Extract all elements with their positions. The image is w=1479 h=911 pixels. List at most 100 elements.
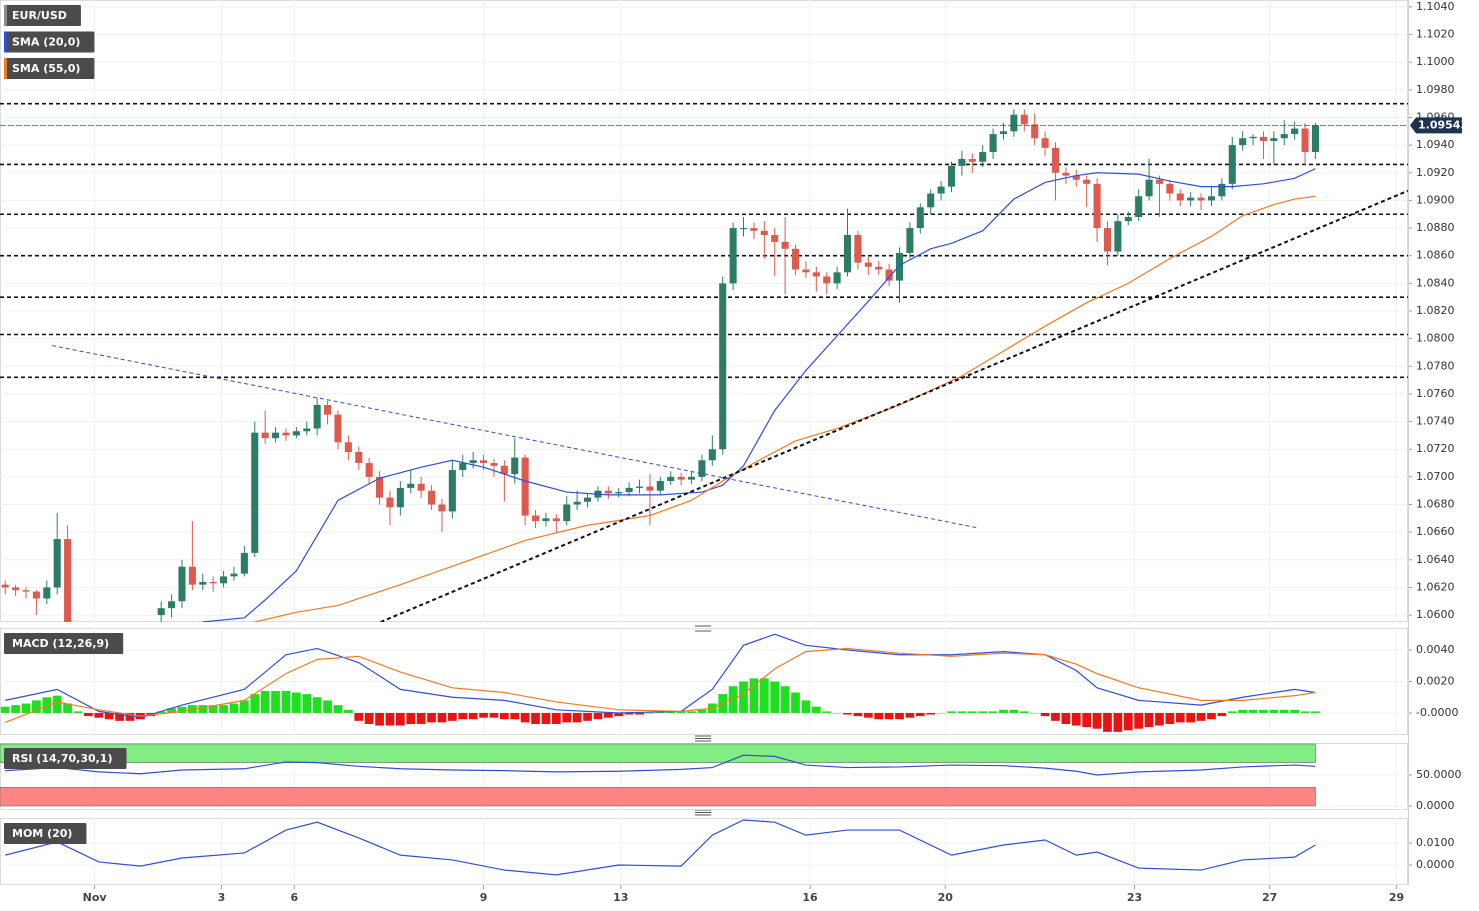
y-tick-label: 0.0100 [1416, 836, 1455, 849]
candle-body [812, 272, 820, 277]
candle-body [1072, 175, 1080, 180]
histogram-bar [687, 711, 696, 713]
price-tag [1410, 117, 1462, 134]
histogram-bar [801, 700, 811, 713]
y-tick-label: 1.0740 [1416, 415, 1455, 428]
histogram-bar [1269, 709, 1279, 713]
y-tick-label: 1.0760 [1416, 387, 1455, 400]
candle-body [1031, 124, 1039, 139]
candle-body [272, 432, 280, 439]
candle-body [677, 476, 685, 480]
y-tick-label: 1.1040 [1416, 0, 1455, 13]
candle-body [635, 486, 644, 488]
y-tick-label: 1.0840 [1416, 276, 1455, 289]
legend-swatch [4, 58, 7, 79]
candle-body [1311, 125, 1319, 153]
histogram-bar [936, 712, 946, 714]
histogram-bar [614, 712, 624, 717]
pane [0, 628, 1408, 735]
histogram-bar [1186, 712, 1196, 723]
histogram-bar [479, 712, 488, 718]
legend-box [4, 633, 124, 654]
candle-body [1259, 136, 1267, 141]
y-tick-label: 1.0600 [1416, 608, 1455, 621]
histogram-bar [1030, 712, 1040, 714]
histogram-bar [21, 703, 31, 713]
candle-body [407, 483, 415, 488]
histogram-bar [354, 712, 364, 721]
histogram-bar [967, 711, 977, 713]
candle-body [240, 552, 248, 574]
candle-body [365, 463, 373, 477]
y-tick-label: 1.0620 [1416, 580, 1455, 593]
candle-body [1083, 179, 1091, 184]
histogram-bar [822, 711, 832, 713]
candle-body [292, 431, 300, 436]
histogram-bar [84, 712, 93, 717]
pane [0, 0, 1408, 622]
y-tick-label: 0.0000 [1416, 858, 1455, 871]
candle-body [1041, 138, 1049, 148]
pane-frame [0, 818, 1408, 885]
candle-body [396, 487, 404, 508]
candle-body [1218, 183, 1226, 197]
histogram-bar [1227, 711, 1237, 713]
candle-body [1020, 114, 1028, 125]
line [254, 195, 1316, 622]
candle-body [376, 476, 384, 498]
legend-label: RSI (14,70,30,1) [12, 752, 112, 765]
candle-body [687, 476, 696, 480]
y-tick-label: 1.0980 [1416, 83, 1455, 96]
histogram-bar [125, 712, 135, 721]
histogram-bar [1165, 712, 1175, 724]
candle-body [521, 457, 529, 516]
candle-body [355, 451, 363, 464]
candle-body [1135, 196, 1143, 218]
histogram-bar [1040, 712, 1050, 717]
candle-body [500, 465, 508, 475]
histogram-bar [468, 712, 478, 720]
line [4, 647, 1316, 723]
candle-body [625, 487, 633, 493]
candle-body [480, 460, 488, 464]
legend-item: RSI (14,70,30,1) [4, 748, 127, 769]
histogram-bar [291, 692, 301, 713]
candle-body [979, 152, 987, 162]
histogram-bar [1123, 712, 1133, 731]
histogram-bar [343, 709, 353, 713]
candle-body [22, 590, 30, 592]
histogram-bar [1217, 712, 1227, 717]
candle-body [64, 539, 72, 622]
histogram-bar [1175, 712, 1185, 723]
histogram-bar [260, 690, 270, 713]
histogram-bar [167, 708, 176, 713]
band [0, 787, 1316, 807]
y-tick-label: 50.0000 [1416, 768, 1462, 781]
histogram-bar [323, 700, 332, 713]
y-tick-label: 1.0780 [1416, 359, 1455, 372]
candle-body [791, 248, 800, 270]
histogram-bar [11, 705, 20, 713]
y-tick-label: 0.0000 [1416, 799, 1455, 812]
histogram-bar [915, 712, 925, 717]
candle-body [1249, 136, 1257, 139]
candle-body [344, 442, 352, 452]
histogram-bar [208, 705, 218, 713]
histogram-bar [312, 697, 322, 713]
candle-body [1145, 179, 1153, 197]
candle-body [324, 404, 332, 415]
histogram-bar [759, 678, 769, 713]
histogram-bar [94, 712, 104, 718]
y-tick-label: 1.0700 [1416, 470, 1455, 483]
histogram-bar [1113, 712, 1123, 732]
candle-body [303, 428, 311, 432]
y-tick-label: 1.0680 [1416, 498, 1455, 511]
legend-box [4, 31, 95, 53]
candle-body [12, 587, 20, 591]
line [5, 633, 1316, 719]
candle-body [428, 490, 436, 505]
candle-body [469, 460, 477, 464]
histogram-bar [624, 712, 634, 715]
